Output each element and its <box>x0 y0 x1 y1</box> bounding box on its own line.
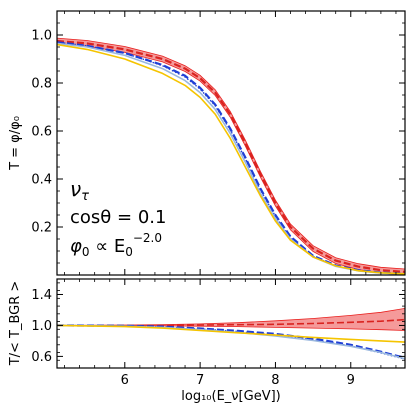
bottom-line-yellow-solid <box>57 324 405 343</box>
bottom-xtick-label-0: 6 <box>121 373 129 388</box>
bottom-ytick-label-2: 1.4 <box>31 288 52 303</box>
svg-text:ντ: ντ <box>70 177 89 204</box>
svg-text:φ0 ∝ E0−2.0: φ0 ∝ E0−2.0 <box>70 231 162 259</box>
bottom-ticks: 0.6 1.0 1.4 6 7 8 9 <box>31 279 405 388</box>
top-band-0 <box>57 37 405 275</box>
top-ticks: 0.2 0.4 0.6 0.8 1.0 <box>31 11 405 276</box>
bottom-band-0 <box>57 307 405 331</box>
top-panel-frame <box>56 10 406 276</box>
top-ylabel: T = φ/φ₀ <box>8 116 23 171</box>
bottom-line-blue-dashed <box>57 324 405 359</box>
bottom-xtick-label-3: 9 <box>347 373 355 388</box>
top-ytick-label-0: 0.2 <box>31 221 52 236</box>
bottom-xtick-label-2: 8 <box>271 373 279 388</box>
annotation-e-sub: 0 <box>125 245 133 259</box>
bottom-panel: 0.6 1.0 1.4 6 7 8 9 T/< T_BGR > log₁₀(E_ν[GeV]… <box>8 278 406 404</box>
bottom-ylabel: T/< T_BGR > <box>8 281 23 367</box>
top-series-layer <box>57 37 405 275</box>
top-ytick-label-4: 1.0 <box>31 29 52 44</box>
annotation-exponent: −2.0 <box>133 231 162 245</box>
top-line-yellow-solid <box>57 43 405 275</box>
top-ytick-label-3: 0.8 <box>31 77 52 92</box>
annotation-prop-e: ∝ E <box>90 236 126 257</box>
top-ytick-label-1: 0.4 <box>31 173 52 188</box>
annotation-costheta: cosθ = 0.1 <box>70 207 166 228</box>
top-line-red-dashed-band <box>57 39 405 273</box>
annotation-nu: ν <box>70 177 81 201</box>
top-panel: 0.2 0.4 0.6 0.8 1.0 T = φ/φ₀ ντ cosθ = 0.1 φ… <box>8 10 406 276</box>
bottom-xlabel: log₁₀(E_ν[GeV]) <box>181 389 280 404</box>
annotation-phi-sub: 0 <box>82 245 90 259</box>
bottom-panel-frame <box>56 278 406 369</box>
bottom-xtick-label-1: 7 <box>196 373 204 388</box>
annotation: ντ cosθ = 0.1 φ0 ∝ E0−2.0 <box>70 177 166 259</box>
annotation-nu-sub: τ <box>81 189 89 204</box>
bottom-ytick-label-1: 1.0 <box>31 319 52 334</box>
annotation-phi: φ <box>70 236 82 257</box>
bottom-ytick-label-0: 0.6 <box>31 350 52 365</box>
top-ytick-label-2: 0.6 <box>31 125 52 140</box>
bottom-series-layer <box>57 307 405 360</box>
